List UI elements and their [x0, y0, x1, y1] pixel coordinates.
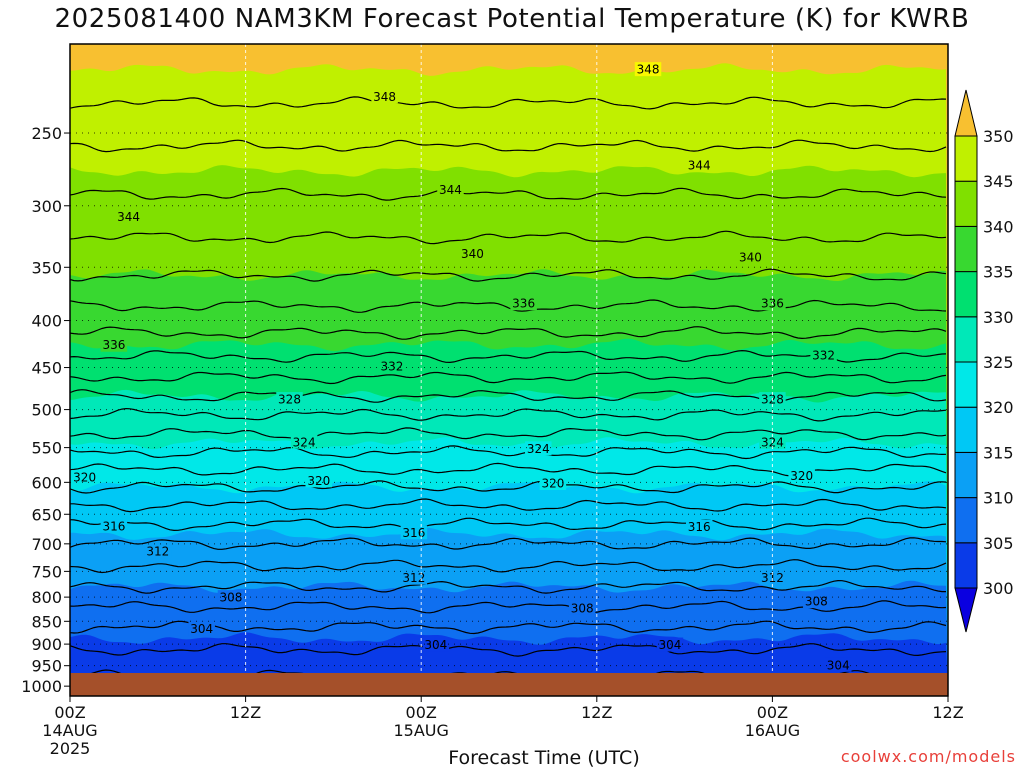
- contour-label-316: 316: [102, 519, 125, 533]
- colorbar-segment-315: [955, 407, 977, 452]
- contour-label-316: 316: [688, 520, 711, 534]
- y-tick-label-450: 450: [31, 359, 62, 378]
- colorbar-label-300: 300: [983, 579, 1014, 598]
- colorbar-label-345: 345: [983, 172, 1014, 191]
- y-tick-label-650: 650: [31, 505, 62, 524]
- contour-label-312: 312: [146, 545, 169, 559]
- colorbar-segment-330: [955, 272, 977, 317]
- contour-label-332: 332: [812, 348, 835, 362]
- colorbar-label-310: 310: [983, 489, 1014, 508]
- x-tick-date-48: 16AUG: [745, 721, 800, 740]
- x-tick-label-24: 00Z: [406, 703, 437, 722]
- contour-label-344: 344: [688, 159, 711, 173]
- x-tick-label-36: 12Z: [581, 703, 612, 722]
- colorbar-extend-bottom: [955, 588, 977, 632]
- contour-label-340: 340: [739, 250, 762, 264]
- colorbar-label-320: 320: [983, 398, 1014, 417]
- y-tick-label-300: 300: [31, 197, 62, 216]
- colorbar-segment-325: [955, 317, 977, 362]
- y-tick-label-750: 750: [31, 562, 62, 581]
- x-tick-date-24: 15AUG: [393, 721, 448, 740]
- contour-label-304: 304: [659, 638, 682, 652]
- contour-label-344: 344: [439, 183, 462, 197]
- y-tick-label-900: 900: [31, 635, 62, 654]
- contour-label-348: 348: [637, 63, 660, 77]
- y-tick-label-850: 850: [31, 612, 62, 631]
- contour-label-320: 320: [541, 476, 564, 490]
- contour-label-328: 328: [278, 393, 301, 407]
- x-axis-title: Forecast Time (UTC): [448, 747, 639, 768]
- contour-label-320: 320: [790, 469, 813, 483]
- plot-area: 3483483443443443403403363363363323323283…: [70, 44, 948, 696]
- colorbar-label-350: 350: [983, 127, 1014, 146]
- contour-label-304: 304: [424, 638, 447, 652]
- contour-label-340: 340: [461, 247, 484, 261]
- colorbar-segment-340: [955, 181, 977, 226]
- colorbar-label-325: 325: [983, 353, 1014, 372]
- contour-label-332: 332: [380, 359, 403, 373]
- contour-label-316: 316: [402, 526, 425, 540]
- contour-label-304: 304: [190, 622, 213, 636]
- colorbar-segment-320: [955, 362, 977, 407]
- y-tick-label-700: 700: [31, 535, 62, 554]
- colorbar-label-340: 340: [983, 217, 1014, 236]
- colorbar-label-305: 305: [983, 534, 1014, 553]
- contour-label-348: 348: [373, 90, 396, 104]
- y-tick-label-800: 800: [31, 588, 62, 607]
- y-tick-label-950: 950: [31, 657, 62, 676]
- y-tick-label-250: 250: [31, 124, 62, 143]
- contour-label-312: 312: [402, 571, 425, 585]
- x-tick-label-0: 00Z: [54, 703, 85, 722]
- x-tick-label-12: 12Z: [230, 703, 261, 722]
- contour-label-324: 324: [527, 442, 550, 456]
- y-tick-label-1000: 1000: [21, 677, 62, 696]
- y-tick-label-550: 550: [31, 439, 62, 458]
- y-tick-label-600: 600: [31, 473, 62, 492]
- contour-label-344: 344: [117, 210, 140, 224]
- contour-label-308: 308: [571, 601, 594, 615]
- contour-label-320: 320: [307, 474, 330, 488]
- credit-link[interactable]: coolwx.com/models: [841, 747, 1016, 766]
- colorbar-segment-310: [955, 452, 977, 497]
- colorbar-label-330: 330: [983, 308, 1014, 327]
- y-tick-label-350: 350: [31, 258, 62, 277]
- colorbar-segment-345: [955, 136, 977, 181]
- x-tick-label-60: 12Z: [932, 703, 963, 722]
- colorbar-segment-300: [955, 543, 977, 588]
- x-tick-label-48: 00Z: [757, 703, 788, 722]
- y-tick-label-400: 400: [31, 312, 62, 331]
- contour-label-336: 336: [512, 297, 535, 311]
- colorbar-label-335: 335: [983, 263, 1014, 282]
- contour-label-336: 336: [102, 338, 125, 352]
- colorbar-label-315: 315: [983, 443, 1014, 462]
- colorbar-segment-335: [955, 226, 977, 271]
- colorbar-extend-top: [955, 90, 977, 136]
- colorbar-segment-305: [955, 498, 977, 543]
- x-tick-date-0: 14AUG: [42, 721, 97, 740]
- y-tick-label-500: 500: [31, 401, 62, 420]
- x-tick-year-0: 2025: [50, 739, 91, 758]
- ground-fill: [70, 673, 948, 696]
